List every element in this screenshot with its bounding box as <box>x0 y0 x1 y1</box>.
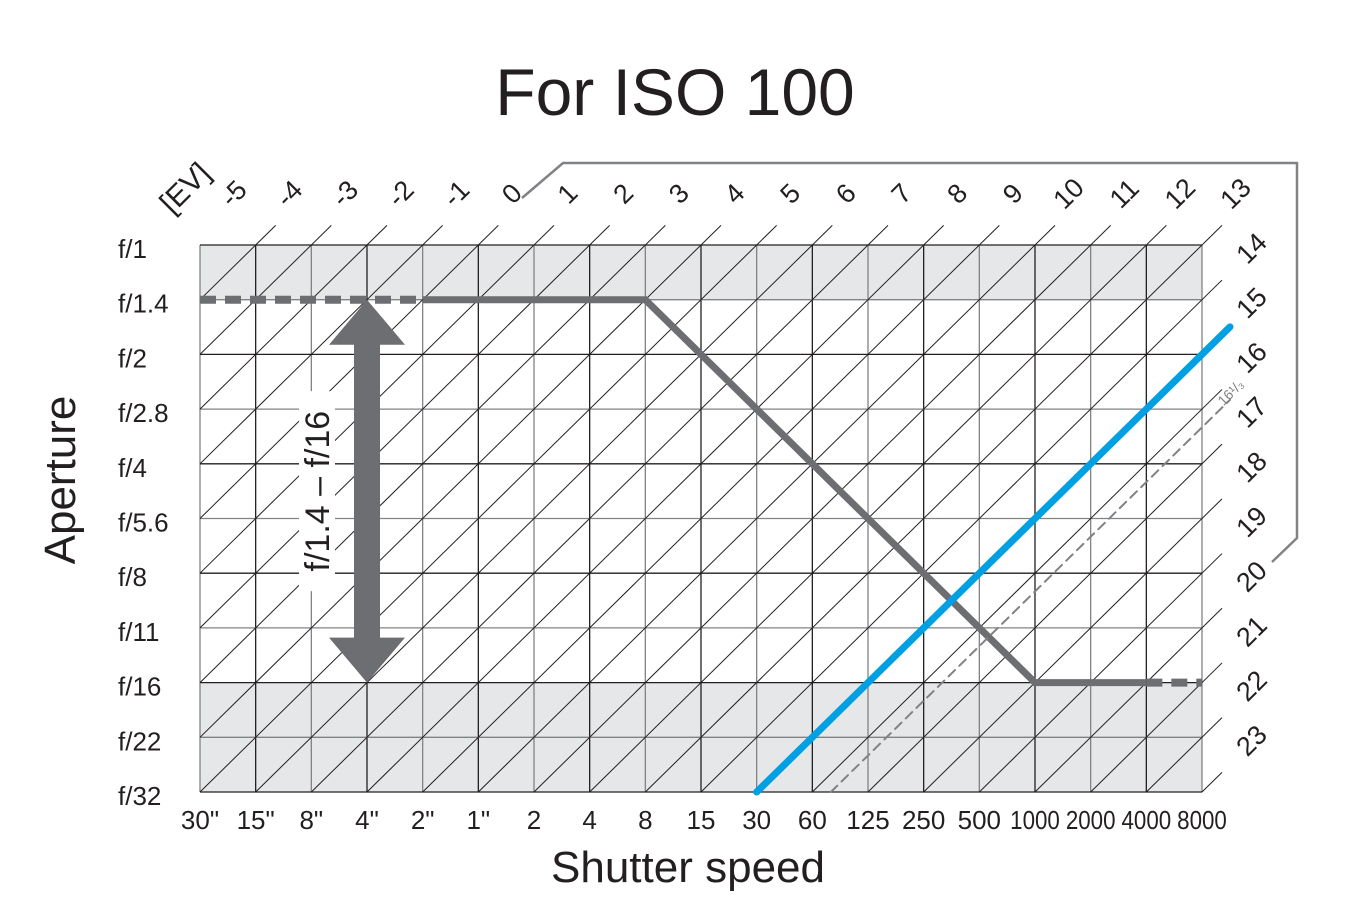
ev-tick-label: 1 <box>552 178 584 210</box>
y-tick-label: f/5.6 <box>118 508 169 538</box>
ev-diagonal-line <box>422 224 1000 793</box>
ev-diagonal-line <box>199 224 332 355</box>
x-tick-label: 4" <box>355 805 379 835</box>
program-line-segment <box>422 296 1147 687</box>
ev-tick-label: 3 <box>663 178 695 210</box>
ev-tick-label: 17 <box>1230 391 1272 433</box>
ev-tick-label: 18 <box>1230 446 1272 488</box>
ev-16-1/3-limit-line <box>829 398 1231 793</box>
ev-tick-label: 9 <box>997 178 1029 210</box>
ev-diagonal-line <box>199 224 277 301</box>
double-arrow-icon <box>329 299 405 683</box>
ev-tick-label: 0 <box>496 178 528 210</box>
ev-tick-label: -4 <box>270 175 308 213</box>
ev-diagonal-line <box>199 224 499 519</box>
ev-diagonal-line <box>1034 607 1223 793</box>
y-tick-label: f/22 <box>118 726 161 756</box>
ev-tick-label: 5 <box>774 178 806 210</box>
ev-diagonal-line <box>1201 771 1223 793</box>
ev-tick-label: 13 <box>1214 172 1256 214</box>
chart-title: For ISO 100 <box>495 55 855 129</box>
ev-diagonal-line <box>867 443 1223 793</box>
ev-diagonal-line <box>700 279 1223 793</box>
x-tick-label: 1" <box>466 805 490 835</box>
ev-tick-label: 16 <box>1230 337 1272 379</box>
ev-diagonal-line <box>1145 717 1223 793</box>
ev-diagonal-line <box>199 224 611 629</box>
ev-tick-label: 4 <box>719 178 751 210</box>
y-tick-label: f/2 <box>118 343 147 373</box>
ev-tick-label: 14 <box>1230 227 1272 269</box>
ev-tick-label: 6 <box>830 178 862 210</box>
aperture-range-label: f/1.4 – f/16 <box>299 411 337 572</box>
x-tick-label: 8" <box>299 805 323 835</box>
x-tick-label: 2000 <box>1066 805 1116 835</box>
ev-diagonal-line <box>644 224 1223 793</box>
ev-diagonal-line <box>978 553 1223 793</box>
ev-tick-label: 19 <box>1230 501 1272 543</box>
y-tick-label: f/4 <box>118 453 147 483</box>
ev-diagonal-line <box>199 224 722 738</box>
range-label-background <box>299 391 335 592</box>
ev-tick-label: 21 <box>1230 610 1272 652</box>
ev-label: [EV] <box>154 157 217 220</box>
ev-diagonal-line <box>199 224 444 465</box>
ev-diagonal-line <box>366 224 945 793</box>
ev-diagonal-line <box>533 224 1112 793</box>
x-tick-label: 15 <box>687 805 716 835</box>
x-tick-label: 8 <box>638 805 652 835</box>
ev-tick-label: 12 <box>1159 172 1201 214</box>
ev-tick-label: 8 <box>941 178 973 210</box>
x-tick-label: 2 <box>527 805 541 835</box>
ev-tick-label: 15 <box>1230 282 1272 324</box>
y-tick-label: f/1.4 <box>118 289 169 319</box>
ev-diagonal-line <box>923 498 1223 793</box>
y-tick-label: f/2.8 <box>118 398 169 428</box>
ev-tick-label: 20 <box>1230 555 1272 597</box>
ev-tick-label: 2 <box>607 178 639 210</box>
y-tick-label: f/32 <box>118 781 161 811</box>
ev-15-limit-line <box>753 323 1234 796</box>
y-tick-label: f/16 <box>118 672 161 702</box>
y-axis-label: Aperture <box>36 396 85 565</box>
ev-tick-label: -1 <box>437 175 475 213</box>
ev-diagonal-line <box>255 224 833 793</box>
ev-diagonal-line <box>199 224 388 410</box>
x-tick-label: 250 <box>902 805 945 835</box>
x-tick-label: 4 <box>582 805 596 835</box>
ev-diagonal-line <box>477 224 1056 793</box>
x-tick-label: 30" <box>181 805 219 835</box>
ev-tick-label: 23 <box>1230 719 1272 761</box>
ev-tick-label: 7 <box>886 178 918 210</box>
ev-diagonal-line <box>589 224 1167 793</box>
ev-tick-label: 22 <box>1230 665 1272 707</box>
x-tick-label: 8000 <box>1177 805 1227 835</box>
ev-tick-label: -5 <box>215 175 253 213</box>
x-tick-label: 1000 <box>1010 805 1060 835</box>
ev-diagonal-line <box>811 389 1223 793</box>
ev-diagonal-line <box>199 224 778 793</box>
plot-grid <box>199 161 1299 793</box>
x-tick-label: 125 <box>846 805 889 835</box>
y-tick-label: f/1 <box>118 234 147 264</box>
x-tick-label: 4000 <box>1122 805 1172 835</box>
x-axis-label: Shutter speed <box>551 843 825 892</box>
ev-frame-bracket <box>521 161 1299 563</box>
x-tick-label: 60 <box>798 805 827 835</box>
ev-tick-label: 11 <box>1104 173 1145 214</box>
ev-diagonal-line <box>310 224 889 793</box>
y-tick-label: f/11 <box>118 617 159 647</box>
y-tick-label: f/8 <box>118 562 147 592</box>
x-tick-label: 15" <box>237 805 275 835</box>
x-tick-label: 500 <box>958 805 1001 835</box>
x-tick-label: 2" <box>411 805 435 835</box>
x-tick-label: 30 <box>742 805 771 835</box>
ev-tick-label: -2 <box>382 175 420 213</box>
chart-marks: f/1.4 – f/16 <box>200 295 1234 796</box>
ev-tick-label: 10 <box>1047 172 1089 214</box>
ev-tick-label: -3 <box>326 175 364 213</box>
